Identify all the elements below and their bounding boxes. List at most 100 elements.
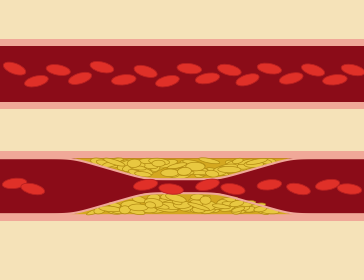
Ellipse shape [183, 160, 205, 167]
Ellipse shape [155, 200, 175, 207]
Ellipse shape [164, 168, 180, 177]
Ellipse shape [341, 64, 364, 76]
Ellipse shape [185, 205, 206, 210]
Ellipse shape [145, 199, 163, 207]
Bar [0, 214, 364, 221]
Ellipse shape [175, 198, 186, 205]
Ellipse shape [217, 200, 229, 208]
Ellipse shape [180, 165, 201, 174]
Ellipse shape [234, 202, 250, 211]
Ellipse shape [143, 197, 155, 203]
Ellipse shape [202, 202, 216, 211]
Bar [0, 39, 364, 46]
Ellipse shape [128, 170, 145, 177]
Ellipse shape [106, 158, 119, 168]
Ellipse shape [225, 160, 238, 166]
Ellipse shape [232, 207, 242, 214]
Ellipse shape [155, 75, 179, 87]
Ellipse shape [105, 206, 123, 214]
Ellipse shape [206, 170, 219, 177]
Ellipse shape [2, 178, 27, 189]
Ellipse shape [172, 199, 182, 205]
Bar [0, 158, 364, 214]
Ellipse shape [199, 158, 220, 164]
Ellipse shape [87, 207, 106, 215]
Ellipse shape [225, 161, 239, 168]
Ellipse shape [316, 179, 340, 190]
Ellipse shape [218, 164, 238, 171]
Ellipse shape [236, 74, 259, 86]
Ellipse shape [128, 204, 148, 211]
Ellipse shape [183, 204, 195, 212]
Ellipse shape [177, 63, 202, 74]
Ellipse shape [244, 203, 265, 210]
Ellipse shape [148, 161, 171, 168]
Bar [0, 151, 364, 158]
Ellipse shape [149, 163, 160, 171]
Ellipse shape [200, 196, 211, 204]
Ellipse shape [198, 204, 219, 213]
Ellipse shape [161, 194, 173, 201]
Ellipse shape [218, 166, 241, 173]
Ellipse shape [132, 196, 146, 203]
Polygon shape [0, 158, 364, 179]
Ellipse shape [160, 206, 171, 211]
Ellipse shape [134, 179, 158, 190]
Ellipse shape [237, 202, 259, 212]
Ellipse shape [149, 158, 170, 165]
Ellipse shape [152, 203, 169, 209]
Ellipse shape [212, 204, 230, 209]
Ellipse shape [189, 171, 209, 175]
Ellipse shape [257, 179, 282, 190]
Ellipse shape [90, 61, 114, 73]
Ellipse shape [121, 200, 141, 209]
Ellipse shape [122, 163, 145, 172]
Ellipse shape [286, 183, 310, 195]
Ellipse shape [113, 205, 128, 211]
Ellipse shape [236, 159, 254, 166]
Ellipse shape [141, 207, 157, 213]
Ellipse shape [180, 160, 202, 170]
Ellipse shape [134, 65, 157, 78]
Ellipse shape [155, 205, 178, 212]
Ellipse shape [100, 159, 117, 168]
Ellipse shape [123, 164, 135, 172]
Ellipse shape [232, 207, 247, 214]
Ellipse shape [166, 194, 186, 202]
Ellipse shape [104, 158, 125, 166]
Ellipse shape [135, 171, 151, 177]
Ellipse shape [147, 194, 160, 202]
Ellipse shape [248, 161, 260, 167]
Ellipse shape [323, 74, 347, 85]
Ellipse shape [218, 202, 241, 211]
Ellipse shape [3, 62, 26, 75]
Ellipse shape [91, 158, 111, 167]
Ellipse shape [264, 158, 276, 164]
Ellipse shape [143, 163, 158, 169]
Ellipse shape [337, 184, 362, 194]
Ellipse shape [219, 168, 239, 174]
Ellipse shape [217, 64, 241, 76]
Ellipse shape [21, 183, 45, 195]
Ellipse shape [213, 167, 228, 176]
Ellipse shape [159, 184, 183, 194]
Ellipse shape [174, 201, 191, 209]
Ellipse shape [159, 203, 179, 210]
Ellipse shape [108, 202, 120, 207]
Ellipse shape [146, 163, 166, 171]
Ellipse shape [301, 64, 325, 76]
Ellipse shape [232, 164, 252, 169]
Ellipse shape [222, 202, 239, 206]
Ellipse shape [232, 207, 245, 212]
Ellipse shape [138, 168, 153, 175]
Ellipse shape [147, 166, 158, 173]
Ellipse shape [107, 158, 123, 163]
Ellipse shape [198, 168, 208, 176]
Ellipse shape [99, 206, 121, 212]
Ellipse shape [157, 160, 177, 168]
Ellipse shape [111, 74, 136, 85]
Ellipse shape [219, 197, 238, 205]
Ellipse shape [171, 171, 191, 179]
Ellipse shape [131, 164, 153, 172]
Ellipse shape [183, 164, 197, 172]
